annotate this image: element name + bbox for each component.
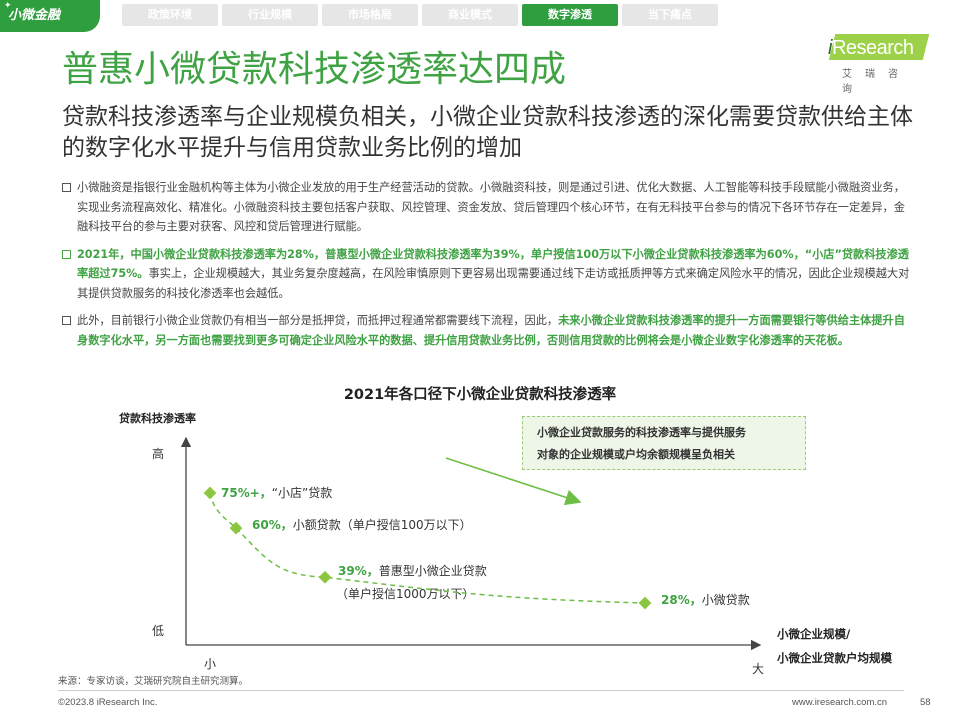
point-micro-loan bbox=[229, 521, 243, 535]
sparkle-icon: ✦ bbox=[4, 1, 12, 11]
bullet-text: 小微融资是指银行业金融机构等主体为小微企业发放的用于生产经营活动的贷款。小微融资… bbox=[77, 181, 905, 233]
bullet-item: 小微融资是指银行业金融机构等主体为小微企业发放的用于生产经营活动的贷款。小微融资… bbox=[62, 178, 912, 237]
x-axis-label: 小微企业规模/ 小微企业贷款户均规模 bbox=[777, 622, 892, 670]
tab-policy[interactable]: 政策环境 bbox=[122, 4, 218, 26]
bullet-highlight-text: 未来小微企业贷款科技渗透率的提升一方面需要银行等供给主体提升自身数字化水平，另一… bbox=[77, 314, 905, 347]
point-small-shop bbox=[203, 486, 217, 500]
top-nav-bar: ✦ 小微金融 政策环境 行业规模 市场格局 商业模式 数字渗透 当下痛点 bbox=[0, 0, 960, 32]
point-small-micro-loan bbox=[638, 596, 652, 610]
page-subtitle: 贷款科技渗透率与企业规模负相关，小微企业贷款科技渗透的深化需要贷款供给主体的数字… bbox=[62, 104, 913, 161]
data-label-small-shop: 75%+，“小店”贷款 bbox=[221, 486, 333, 500]
tab-market-structure[interactable]: 市场格局 bbox=[322, 4, 418, 26]
bullet-text: 此外，目前银行小微企业贷款仍有相当一部分是抵押贷，而抵押过程通常都需要线下流程，… bbox=[77, 314, 559, 327]
logo-wordmark: iResearch bbox=[828, 37, 914, 59]
square-bullet-icon bbox=[62, 183, 71, 192]
data-label-small-micro-loan: 28%，小微贷款 bbox=[661, 593, 750, 607]
section-tag: ✦ 小微金融 bbox=[0, 0, 100, 32]
y-tick-high: 高 bbox=[152, 447, 165, 461]
chart-title: 2021年各口径下小微企业贷款科技渗透率 bbox=[343, 387, 617, 403]
copyright: ©2023.8 iResearch Inc. bbox=[58, 697, 158, 708]
page-number: 58 bbox=[920, 697, 931, 708]
logo-chinese-name: 艾瑞咨询 bbox=[842, 69, 911, 95]
source-note: 来源：专家访谈，艾瑞研究院自主研究测算。 bbox=[58, 676, 249, 687]
data-label-micro-loan: 60%，小额贷款（单户授信100万以下） bbox=[252, 518, 472, 532]
chart-callout: 小微企业贷款服务的科技渗透率与提供服务 对象的企业规模或户均余额规模呈负相关 bbox=[522, 416, 806, 470]
section-tag-label: 小微金融 bbox=[8, 8, 61, 23]
website-link[interactable]: www.iresearch.com.cn bbox=[792, 697, 888, 708]
bullet-list: 小微融资是指银行业金融机构等主体为小微企业发放的用于生产经营活动的贷款。小微融资… bbox=[62, 178, 912, 358]
x-axis-label-line2: 小微企业贷款户均规模 bbox=[777, 651, 892, 665]
data-label-inclusive-loan: 39%，普惠型小微企业贷款 bbox=[338, 564, 487, 578]
x-tick-large: 大 bbox=[752, 662, 765, 676]
section-tabs: 政策环境 行业规模 市场格局 商业模式 数字渗透 当下痛点 bbox=[122, 4, 718, 26]
page-title: 普惠小微贷款科技渗透率达四成 bbox=[62, 49, 567, 90]
bullet-text: 事实上，企业规模越大，其业务复杂度越高，在风险审慎原则下更容易出现需要通过线下走… bbox=[77, 267, 910, 300]
y-axis-label: 贷款科技渗透率 bbox=[119, 412, 196, 425]
tab-industry-scale[interactable]: 行业规模 bbox=[222, 4, 318, 26]
bullet-highlight-text: 2021年，中国小微企业贷款科技渗透率为28%，普惠型小微企业贷款科技渗透率为3… bbox=[77, 247, 909, 281]
square-bullet-icon bbox=[62, 316, 71, 325]
tab-business-model[interactable]: 商业模式 bbox=[422, 4, 518, 26]
x-tick-small: 小 bbox=[204, 657, 217, 671]
callout-line2: 对象的企业规模或户均余额规模呈负相关 bbox=[537, 448, 735, 461]
tab-digital-penetration[interactable]: 数字渗透 bbox=[522, 4, 618, 26]
square-bullet-icon bbox=[62, 249, 71, 259]
y-tick-low: 低 bbox=[152, 624, 165, 638]
bullet-item: 此外，目前银行小微企业贷款仍有相当一部分是抵押贷，而抵押过程通常都需要线下流程，… bbox=[62, 311, 912, 350]
data-note-inclusive-loan: （单户授信1000万以下） bbox=[336, 587, 475, 601]
x-axis-label-line1: 小微企业规模/ bbox=[777, 627, 851, 641]
bullet-item: 2021年，中国小微企业贷款科技渗透率为28%，普惠型小微企业贷款科技渗透率为3… bbox=[62, 245, 912, 304]
iresearch-logo: iResearch 艾瑞咨询 bbox=[824, 34, 930, 95]
footer-divider bbox=[58, 690, 904, 691]
tab-current-pain-points[interactable]: 当下痛点 bbox=[622, 4, 718, 26]
callout-line1: 小微企业贷款服务的科技渗透率与提供服务 bbox=[537, 426, 746, 439]
point-inclusive-loan bbox=[318, 570, 332, 584]
